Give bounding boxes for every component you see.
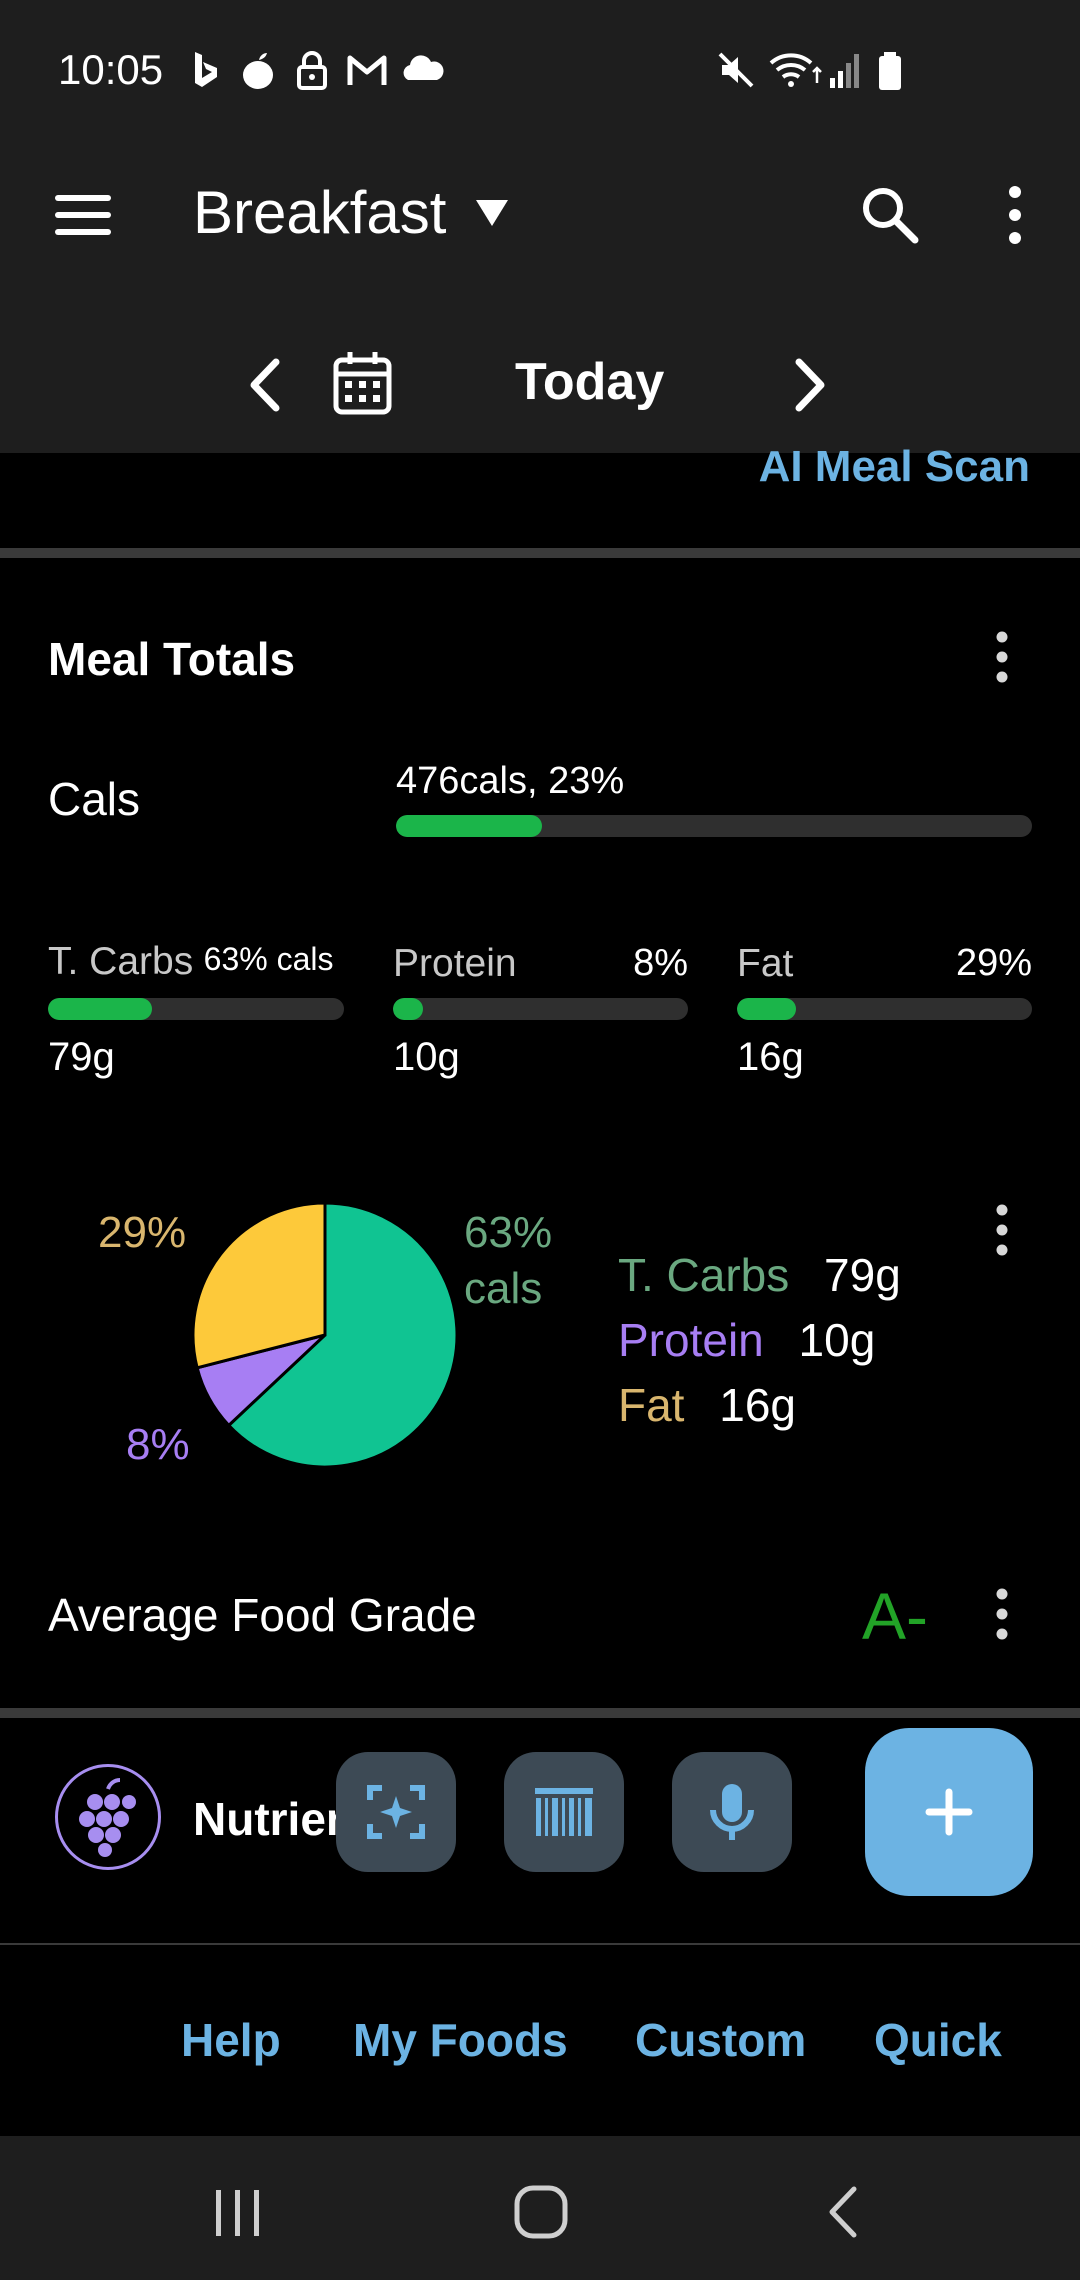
macro-carbs-label: T. Carbs xyxy=(48,940,194,983)
legend-fat-name: Fat xyxy=(618,1379,685,1431)
macro-carbs-fill xyxy=(48,998,152,1020)
macro-fat-fill xyxy=(737,998,796,1020)
cals-label: Cals xyxy=(48,773,141,825)
legend-protein-value: 10g xyxy=(798,1314,876,1366)
bing-icon xyxy=(195,52,217,87)
meal-selector-title[interactable]: Breakfast xyxy=(193,179,447,246)
home-icon[interactable] xyxy=(512,2183,570,2241)
macro-protein-pct: 8% xyxy=(633,942,688,984)
recent-apps-icon[interactable] xyxy=(210,2185,266,2241)
voice-log-button[interactable] xyxy=(672,1752,792,1872)
mute-icon xyxy=(718,52,754,88)
system-nav-bar xyxy=(0,2136,1080,2280)
wifi-icon xyxy=(769,53,822,87)
legend-fat: Fat 16g xyxy=(618,1378,796,1432)
meal-totals-menu-icon[interactable] xyxy=(982,627,1022,687)
barcode-scan-button[interactable] xyxy=(504,1752,624,1872)
footer-divider xyxy=(0,1943,1080,1945)
app-bar xyxy=(0,140,1080,453)
pie-chart-menu-icon[interactable] xyxy=(982,1200,1022,1260)
macro-carbs-bar xyxy=(48,998,344,1020)
gmail-icon xyxy=(347,55,387,85)
macro-carbs-grams: 79g xyxy=(48,1035,115,1079)
macro-protein-fill xyxy=(393,998,423,1020)
microphone-icon xyxy=(710,1784,754,1840)
brand-name: Nutrien xyxy=(193,1793,338,1845)
macro-fat-bar xyxy=(737,998,1032,1020)
macro-fat-pct: 29% xyxy=(955,942,1032,984)
pie-label-carbs-pct: 63% xyxy=(464,1208,553,1257)
legend-fat-value: 16g xyxy=(719,1379,796,1431)
signal-icon xyxy=(830,54,859,88)
legend-carbs-value: 79g xyxy=(824,1249,901,1301)
macro-protein-label: Protein xyxy=(393,942,517,985)
average-food-grade-label: Average Food Grade xyxy=(48,1589,477,1641)
section-divider xyxy=(0,548,1080,558)
macro-protein-grams: 10g xyxy=(393,1035,460,1079)
pie-label-carbs-unit: cals xyxy=(464,1264,543,1313)
app-logo[interactable] xyxy=(55,1764,161,1870)
meal-totals-title: Meal Totals xyxy=(48,633,296,685)
calendar-icon[interactable] xyxy=(330,348,395,418)
legend-protein-name: Protein xyxy=(618,1314,764,1366)
cals-progress-fill xyxy=(396,815,543,837)
battery-icon xyxy=(879,52,901,90)
macro-carbs-pct: 63% cals xyxy=(203,941,334,977)
ai-meal-scan-link[interactable]: AI Meal Scan xyxy=(758,442,1030,491)
apple-icon xyxy=(243,53,273,89)
legend-carbs-name: T. Carbs xyxy=(618,1249,790,1301)
macro-carbs: T. Carbs 63% cals xyxy=(48,940,344,984)
help-link[interactable]: Help xyxy=(181,2014,281,2066)
ai-scan-icon xyxy=(367,1785,425,1839)
macro-protein-bar xyxy=(393,998,688,1020)
previous-day-chevron-icon[interactable] xyxy=(240,350,290,420)
overflow-menu-icon[interactable] xyxy=(990,180,1040,250)
status-time: 10:05 xyxy=(58,46,164,93)
pie-label-fat: 29% xyxy=(98,1208,187,1257)
barcode-icon xyxy=(535,1788,593,1836)
grapes-icon xyxy=(79,1778,136,1857)
macro-pie-chart xyxy=(191,1201,459,1469)
cloud-icon xyxy=(403,55,444,80)
grade-menu-icon[interactable] xyxy=(982,1584,1022,1644)
back-icon[interactable] xyxy=(818,2183,868,2241)
pie-slice-fat xyxy=(191,1201,327,1370)
date-label[interactable]: Today xyxy=(515,353,665,411)
hamburger-menu-icon[interactable] xyxy=(50,185,120,245)
macro-fat-grams: 16g xyxy=(737,1035,804,1079)
lock-icon xyxy=(297,51,327,90)
macro-fat-label: Fat xyxy=(737,942,794,985)
my-foods-link[interactable]: My Foods xyxy=(353,2014,568,2066)
quick-link[interactable]: Quick xyxy=(874,2014,1002,2066)
dropdown-triangle-icon[interactable] xyxy=(472,192,512,232)
cals-value: 476cals, 23% xyxy=(396,760,625,802)
custom-link[interactable]: Custom xyxy=(635,2014,807,2066)
cals-progress-bar xyxy=(396,815,1032,837)
add-food-button[interactable] xyxy=(865,1728,1033,1896)
pie-label-protein: 8% xyxy=(126,1420,190,1469)
legend-protein: Protein 10g xyxy=(618,1313,875,1367)
section-divider xyxy=(0,1708,1080,1718)
plus-icon xyxy=(925,1788,973,1836)
next-day-chevron-icon[interactable] xyxy=(785,350,835,420)
legend-carbs: T. Carbs 79g xyxy=(618,1248,901,1302)
ai-scan-button[interactable] xyxy=(336,1752,456,1872)
average-food-grade-value: A- xyxy=(862,1579,928,1653)
search-icon[interactable] xyxy=(855,180,925,250)
pie-slice-t-carbs xyxy=(226,1201,459,1469)
